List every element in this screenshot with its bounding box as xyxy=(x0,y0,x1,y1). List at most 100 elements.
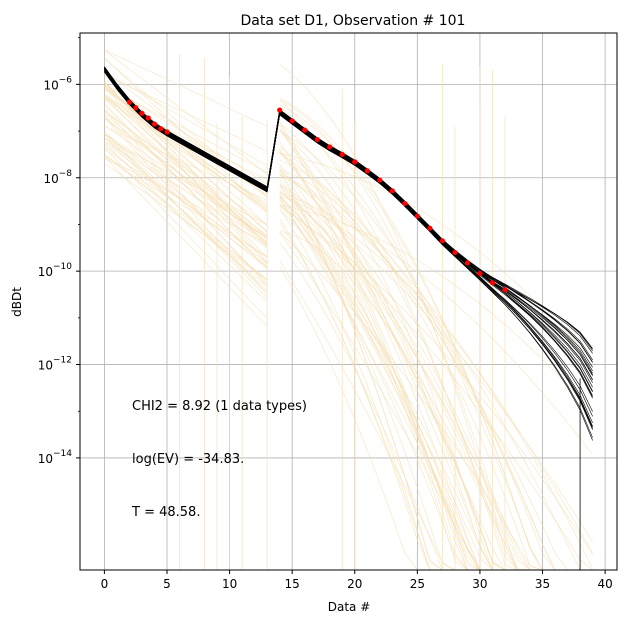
prior-curve xyxy=(279,159,593,571)
prior-curve xyxy=(104,117,268,238)
observed-point xyxy=(427,225,433,231)
observed-point xyxy=(289,118,295,124)
posterior-curve xyxy=(104,71,593,438)
observed-point xyxy=(352,159,358,165)
prior-curve xyxy=(104,74,268,152)
prior-curve xyxy=(104,50,268,175)
annotation-log-ev: log(EV) = -34.83. xyxy=(132,452,244,467)
plot-frame xyxy=(79,32,618,571)
prior-curve xyxy=(104,156,268,327)
y-tick-label: 10−8 xyxy=(43,169,72,186)
prior-curve xyxy=(279,203,593,571)
prior-curve xyxy=(104,98,268,210)
x-tick-label: 35 xyxy=(535,577,550,591)
observed-point xyxy=(389,188,395,194)
prior-curve xyxy=(279,172,593,571)
prior-curve xyxy=(104,162,268,281)
prior-curve xyxy=(104,140,268,242)
x-axis-label: Data # xyxy=(328,600,371,614)
prior-curve xyxy=(279,145,593,554)
prior-curve xyxy=(279,231,593,571)
prior-curve xyxy=(104,96,268,205)
prior-curve xyxy=(104,81,268,263)
prior-curve xyxy=(279,130,593,571)
observed-point xyxy=(439,238,445,244)
prior-curve xyxy=(279,122,593,571)
x-tick-label: 0 xyxy=(101,577,109,591)
prior-curve xyxy=(279,232,593,571)
prior-curve xyxy=(104,82,268,246)
prior-curve xyxy=(104,111,268,226)
chart-title: Data set D1, Observation # 101 xyxy=(241,13,466,29)
posterior-curve xyxy=(104,69,593,393)
observed-point xyxy=(339,151,345,158)
posterior-curves xyxy=(104,66,593,570)
y-tick-label: 10−14 xyxy=(38,449,73,466)
prior-curve xyxy=(104,141,268,267)
posterior-curve xyxy=(104,68,593,427)
posterior-curve xyxy=(104,68,593,371)
prior-curve xyxy=(279,169,593,571)
posterior-curve xyxy=(104,66,593,376)
prior-curve xyxy=(104,147,268,319)
observed-point xyxy=(402,200,408,207)
observed-point xyxy=(302,127,308,133)
observed-point xyxy=(145,115,151,121)
prior-curves xyxy=(104,49,593,571)
posterior-curve xyxy=(104,67,593,397)
prior-curve xyxy=(104,126,268,201)
prior-curve xyxy=(279,192,593,455)
y-tick-label: 10−12 xyxy=(38,356,72,373)
observed-point xyxy=(489,280,496,286)
prior-curve xyxy=(279,204,593,413)
y-axis-label: dBDt xyxy=(10,287,24,317)
prior-curve xyxy=(104,85,268,233)
observed-point xyxy=(502,287,508,293)
posterior-curve xyxy=(104,71,593,428)
prior-curve xyxy=(104,95,268,238)
posterior-curve xyxy=(104,70,593,368)
prior-curve xyxy=(279,164,593,571)
x-tick-label: 30 xyxy=(472,577,487,591)
x-axis: 0 5 10 15 20 25 30 35 40 xyxy=(101,570,613,591)
prior-curve xyxy=(279,197,593,571)
observed-point xyxy=(277,107,283,113)
prior-curve xyxy=(104,57,268,213)
x-tick-label: 25 xyxy=(410,577,425,591)
x-tick-label: 20 xyxy=(347,577,362,591)
y-axis: 10−6 10−8 10−10 10−12 10−14 xyxy=(38,37,80,466)
posterior-curve xyxy=(104,68,593,352)
prior-curve xyxy=(279,195,593,569)
observed-point xyxy=(414,213,420,219)
prior-curve xyxy=(104,137,268,269)
prior-curve xyxy=(104,142,268,303)
x-tick-label: 40 xyxy=(597,577,612,591)
posterior-curve xyxy=(104,69,593,376)
observed-point xyxy=(151,121,158,127)
prior-curve xyxy=(104,96,268,264)
x-tick-label: 15 xyxy=(285,577,300,591)
y-tick-label: 10−10 xyxy=(38,262,73,279)
prior-curve xyxy=(279,183,593,543)
prior-curve xyxy=(279,189,593,571)
prior-curve xyxy=(104,156,268,245)
observed-point xyxy=(164,129,170,135)
prior-curve xyxy=(104,83,268,232)
observed-point xyxy=(314,136,320,143)
prior-curve xyxy=(104,49,268,127)
prior-curve xyxy=(104,137,268,291)
x-tick-label: 10 xyxy=(222,577,237,591)
prior-curve xyxy=(279,130,593,571)
prior-curve xyxy=(104,86,268,259)
prior-curve xyxy=(104,145,268,281)
observed-point xyxy=(139,110,145,116)
prior-curve xyxy=(279,174,593,571)
annotation-t: T = 48.58. xyxy=(131,505,200,520)
prior-curve xyxy=(104,124,268,240)
prior-curve xyxy=(279,230,593,571)
prior-curve xyxy=(104,115,268,285)
observed-point xyxy=(477,270,483,277)
prior-curve xyxy=(104,96,268,181)
prior-curve xyxy=(104,133,268,264)
prior-curve xyxy=(279,186,593,571)
